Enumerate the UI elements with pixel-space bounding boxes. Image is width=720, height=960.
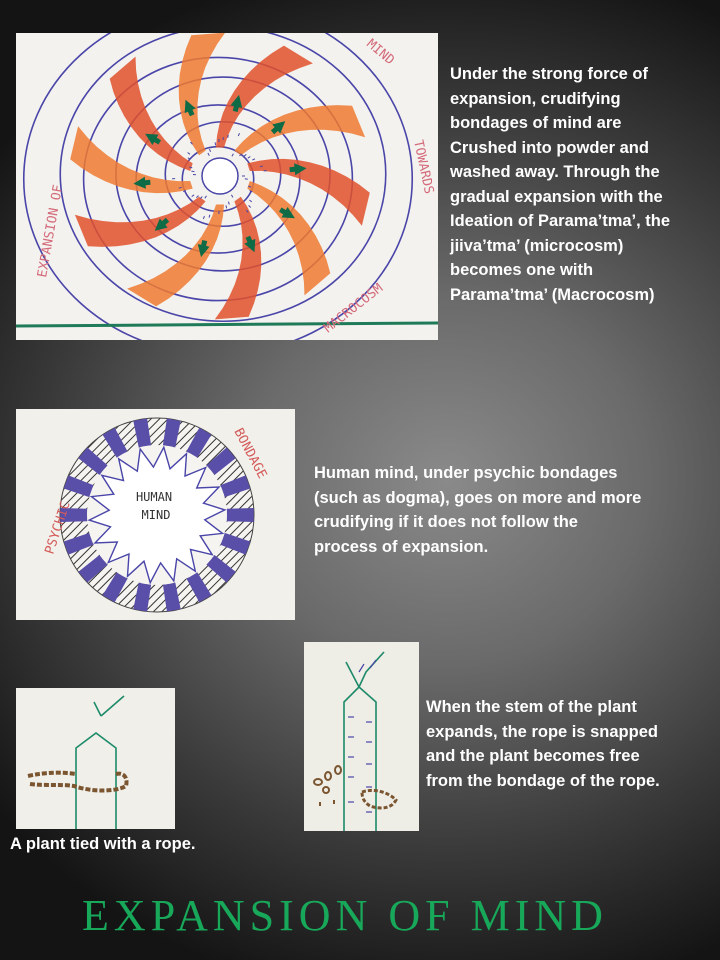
bondage-block (78, 555, 108, 583)
crushed-particle (227, 134, 229, 138)
crushed-particle (189, 166, 193, 169)
crushed-particle (252, 158, 256, 161)
bondage-block (226, 508, 254, 522)
human-mind-label-line2: MIND (142, 508, 171, 522)
crushed-particle (214, 142, 217, 146)
expansion-ray (247, 158, 370, 226)
crushed-particle (187, 157, 191, 160)
crushed-particle (230, 194, 234, 198)
crushed-particle (247, 156, 251, 159)
crushed-particle (225, 205, 228, 209)
mind-star (87, 445, 227, 585)
crushed-particle (178, 186, 182, 189)
expansion-drawing-svg: EXPANSION OF MIND TOWARDS MACROCOSM (16, 33, 438, 340)
crushed-particle (231, 153, 234, 157)
bondage-block (206, 447, 236, 475)
rope-snapped-drawing (304, 642, 419, 831)
crushed-particle (207, 152, 210, 156)
bondage-block (186, 427, 212, 458)
bondage-block (63, 532, 94, 555)
expansion-arrow (289, 163, 307, 176)
expansion-ray (216, 45, 313, 148)
plant-tied-drawing (16, 688, 175, 829)
expansion-ray (74, 196, 206, 247)
rope-snapped-svg (304, 642, 419, 831)
expansion-drawing: EXPANSION OF MIND TOWARDS MACROCOSM (16, 33, 438, 340)
crushed-particle (243, 154, 247, 157)
expansion-arrow (279, 207, 295, 219)
bondage-drawing: HUMAN MIND PSYCHIC BONDAGE (16, 409, 295, 620)
bondage-drawing-svg: HUMAN MIND PSYCHIC BONDAGE (16, 409, 295, 620)
bondage-block (63, 475, 94, 498)
bondage-block (186, 572, 212, 603)
bondage-block (220, 475, 251, 498)
expansion-arrow (230, 94, 243, 112)
expansion-ray (178, 33, 225, 156)
page-title: EXPANSION OF MIND (82, 891, 608, 940)
crushed-particle (239, 153, 242, 157)
crushed-particle (208, 214, 211, 218)
crushed-particle (248, 185, 252, 188)
crushed-particle (237, 133, 240, 137)
crushed-particle (191, 170, 195, 173)
spiral-ring (23, 33, 413, 340)
expansion-ray (214, 196, 262, 320)
bondage-block (133, 582, 152, 612)
expansion-ray (70, 126, 193, 194)
expansion-arrow (197, 240, 210, 258)
bondage-caption: Human mind, under psychic bondages (such… (314, 464, 642, 556)
expansion-ray (247, 181, 331, 296)
bondage-block (102, 427, 128, 458)
crushed-particle (227, 201, 230, 205)
plant-tied-svg (16, 688, 175, 829)
spiral-ring (59, 33, 387, 323)
crushed-particle (191, 194, 195, 198)
expansion-arrow (145, 133, 161, 145)
bondage-block (220, 532, 251, 555)
crushed-particle (200, 196, 203, 200)
crushed-particle (196, 195, 199, 198)
bondage-block (162, 582, 181, 612)
expansion-arrow (270, 121, 286, 135)
expansion-arrow (133, 176, 151, 189)
crushed-particle (190, 141, 193, 145)
bondage-block (102, 572, 128, 603)
crushed-particle (202, 215, 205, 220)
expansion-ray (234, 105, 366, 156)
crushed-particle (249, 199, 253, 203)
bondage-block (162, 418, 181, 448)
expansion-arrow (154, 217, 170, 231)
crushed-particle (249, 190, 253, 193)
crushed-particle (248, 205, 252, 208)
crushed-particle (209, 148, 211, 152)
bondage-block (206, 555, 236, 583)
human-mind-label-line1: HUMAN (136, 490, 172, 504)
crushed-particle (259, 165, 264, 168)
bondage-block (78, 447, 108, 475)
expansion-caption: Under the strong force of expansion, cru… (450, 65, 671, 304)
spiral-ring (82, 56, 354, 302)
crushed-particle (182, 189, 187, 193)
crushed-particle (187, 152, 191, 155)
rope-snapped-caption: When the stem of the plant expands, the … (426, 698, 660, 790)
expansion-ray (127, 204, 224, 307)
expansion-arrow (244, 235, 256, 253)
expansion-ray (109, 56, 193, 171)
bondage-block (60, 508, 88, 522)
plant-tied-caption: A plant tied with a rope. (10, 835, 196, 853)
crushed-particle (204, 195, 207, 199)
crushed-particle (245, 209, 249, 213)
bondage-block (133, 418, 152, 448)
expansion-arrow (184, 99, 196, 117)
